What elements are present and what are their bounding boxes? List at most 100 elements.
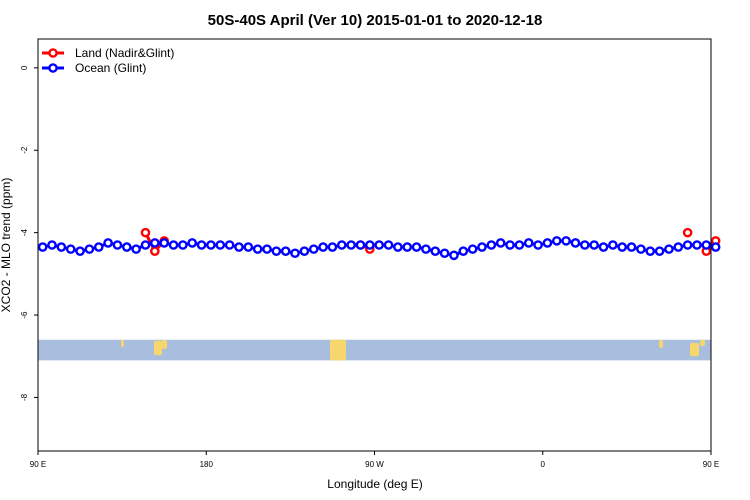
data-point bbox=[299, 246, 310, 256]
data-point bbox=[336, 240, 347, 250]
data-point bbox=[383, 240, 394, 250]
plot-frame bbox=[37, 38, 712, 452]
data-point bbox=[308, 244, 319, 254]
data-point bbox=[523, 238, 534, 248]
data-point bbox=[589, 240, 599, 250]
x-tick-label: 90 E bbox=[703, 460, 719, 469]
data-point bbox=[93, 242, 104, 252]
data-point bbox=[56, 242, 67, 252]
data-point bbox=[636, 244, 646, 254]
data-point bbox=[608, 240, 618, 250]
x-tick-label: 90 W bbox=[365, 460, 384, 469]
map-land-fragment bbox=[659, 339, 663, 348]
data-point bbox=[570, 238, 581, 248]
data-point bbox=[430, 246, 441, 256]
data-point bbox=[243, 242, 254, 252]
data-point bbox=[449, 250, 459, 261]
data-point bbox=[47, 240, 57, 250]
data-point bbox=[561, 236, 571, 246]
data-point bbox=[598, 242, 609, 252]
data-point bbox=[551, 236, 562, 246]
data-point bbox=[682, 240, 693, 250]
data-point bbox=[318, 242, 328, 252]
data-point bbox=[112, 240, 123, 250]
data-point bbox=[365, 240, 375, 250]
data-point bbox=[140, 227, 151, 238]
map-land-fragment bbox=[334, 339, 344, 361]
data-point bbox=[402, 242, 413, 252]
data-point bbox=[168, 240, 179, 250]
data-point bbox=[355, 240, 366, 250]
data-point bbox=[215, 240, 226, 250]
data-point bbox=[421, 244, 431, 254]
data-point bbox=[131, 244, 141, 254]
data-point bbox=[673, 242, 684, 252]
data-point bbox=[262, 244, 272, 254]
data-point bbox=[580, 240, 590, 250]
data-point bbox=[150, 246, 160, 256]
data-point bbox=[645, 246, 656, 256]
data-point bbox=[411, 242, 422, 252]
y-tick-label: -6 bbox=[20, 311, 29, 319]
y-tick-label: -8 bbox=[20, 393, 29, 401]
series-ocean bbox=[37, 236, 721, 261]
data-point bbox=[84, 244, 95, 254]
data-point bbox=[290, 248, 300, 259]
data-point bbox=[682, 227, 693, 238]
data-point bbox=[458, 246, 469, 256]
data-point bbox=[654, 246, 665, 256]
data-point bbox=[65, 244, 76, 254]
map-land-fragment bbox=[690, 342, 699, 357]
data-point bbox=[196, 240, 207, 250]
data-point bbox=[617, 242, 628, 252]
data-point bbox=[664, 244, 674, 254]
data-point bbox=[121, 242, 132, 252]
y-axis-ticks: 0 -2 -4 -6 -8 bbox=[20, 65, 38, 401]
map-land-fragment bbox=[154, 340, 162, 356]
data-point bbox=[477, 242, 487, 252]
legend-label: Ocean (Glint) bbox=[75, 61, 146, 75]
data-point bbox=[103, 238, 113, 248]
map-ocean-band bbox=[38, 339, 711, 361]
data-point bbox=[252, 244, 263, 254]
legend-marker bbox=[48, 63, 58, 73]
data-point bbox=[346, 240, 356, 250]
data-point bbox=[178, 240, 188, 250]
data-point bbox=[439, 248, 450, 259]
chart-title: 50S-40S April (Ver 10) 2015-01-01 to 202… bbox=[208, 12, 543, 29]
data-point bbox=[206, 240, 216, 250]
y-tick-label: 0 bbox=[20, 65, 29, 70]
y-tick-label: -4 bbox=[20, 229, 29, 237]
data-point bbox=[234, 242, 244, 252]
data-point bbox=[710, 242, 721, 252]
data-point bbox=[393, 242, 403, 252]
x-tick-label: 180 bbox=[200, 460, 214, 469]
legend-label: Land (Nadir&Glint) bbox=[75, 46, 174, 60]
data-point bbox=[75, 246, 85, 256]
y-tick-label: -2 bbox=[20, 146, 29, 154]
map-land-fragment bbox=[700, 339, 705, 346]
x-tick-label: 90 E bbox=[30, 460, 46, 469]
data-point bbox=[140, 240, 151, 250]
data-point bbox=[271, 246, 282, 256]
data-point bbox=[505, 240, 515, 250]
data-point bbox=[224, 240, 235, 250]
map-land-fragment bbox=[162, 339, 167, 350]
data-point bbox=[150, 238, 160, 248]
legend: Land (Nadir&Glint)Ocean (Glint) bbox=[42, 46, 174, 75]
data-point bbox=[37, 242, 48, 252]
data-point bbox=[280, 246, 291, 256]
data-point bbox=[626, 242, 637, 252]
x-axis-label: Longitude (deg E) bbox=[327, 477, 422, 491]
data-point bbox=[692, 240, 702, 250]
data-point bbox=[159, 238, 169, 248]
data-point bbox=[374, 240, 384, 250]
series-layer bbox=[37, 227, 721, 261]
x-axis-ticks: 90 E 180 90 W 0 90 E bbox=[30, 451, 719, 469]
data-point bbox=[327, 242, 338, 252]
data-point bbox=[486, 240, 497, 250]
map-strip bbox=[38, 339, 711, 361]
data-point bbox=[514, 240, 525, 250]
data-point bbox=[533, 240, 543, 250]
